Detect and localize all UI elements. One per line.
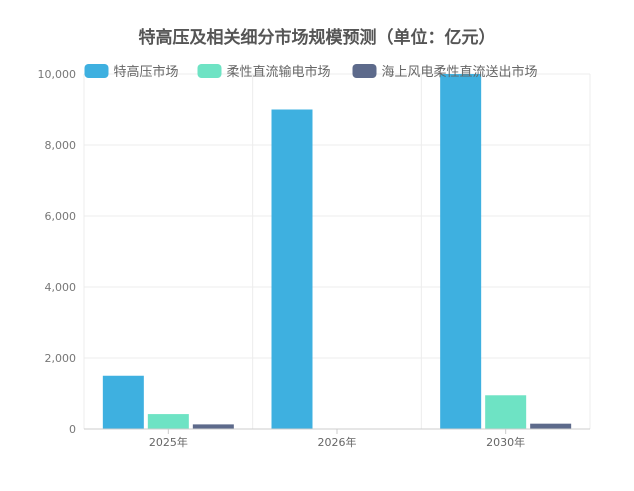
legend-swatch (352, 64, 377, 78)
legend-swatch (84, 64, 109, 78)
y-tick-label: 10,000 (38, 68, 77, 81)
x-tick-label: 2025年 (149, 435, 188, 449)
bar (102, 375, 144, 429)
y-tick-label: 0 (69, 423, 76, 436)
legend-label: 柔性直流输电市场 (227, 64, 331, 80)
bar (485, 395, 527, 429)
y-tick-label: 4,000 (45, 281, 77, 294)
bar (192, 424, 234, 429)
legend-swatch (197, 64, 222, 78)
x-tick-label: 2030年 (486, 435, 525, 449)
x-tick-label: 2026年 (318, 435, 357, 449)
y-tick-label: 8,000 (45, 139, 77, 152)
bar (147, 414, 189, 429)
bar (271, 109, 313, 429)
legend-label: 特高压市场 (114, 64, 179, 80)
legend-label: 海上风电柔性直流送出市场 (382, 64, 538, 80)
bar (440, 74, 482, 429)
y-tick-label: 2,000 (45, 352, 77, 365)
chart-title: 特高压及相关细分市场规模预测（单位：亿元） (139, 27, 496, 48)
y-tick-label: 6,000 (45, 210, 77, 223)
bar (530, 423, 572, 429)
